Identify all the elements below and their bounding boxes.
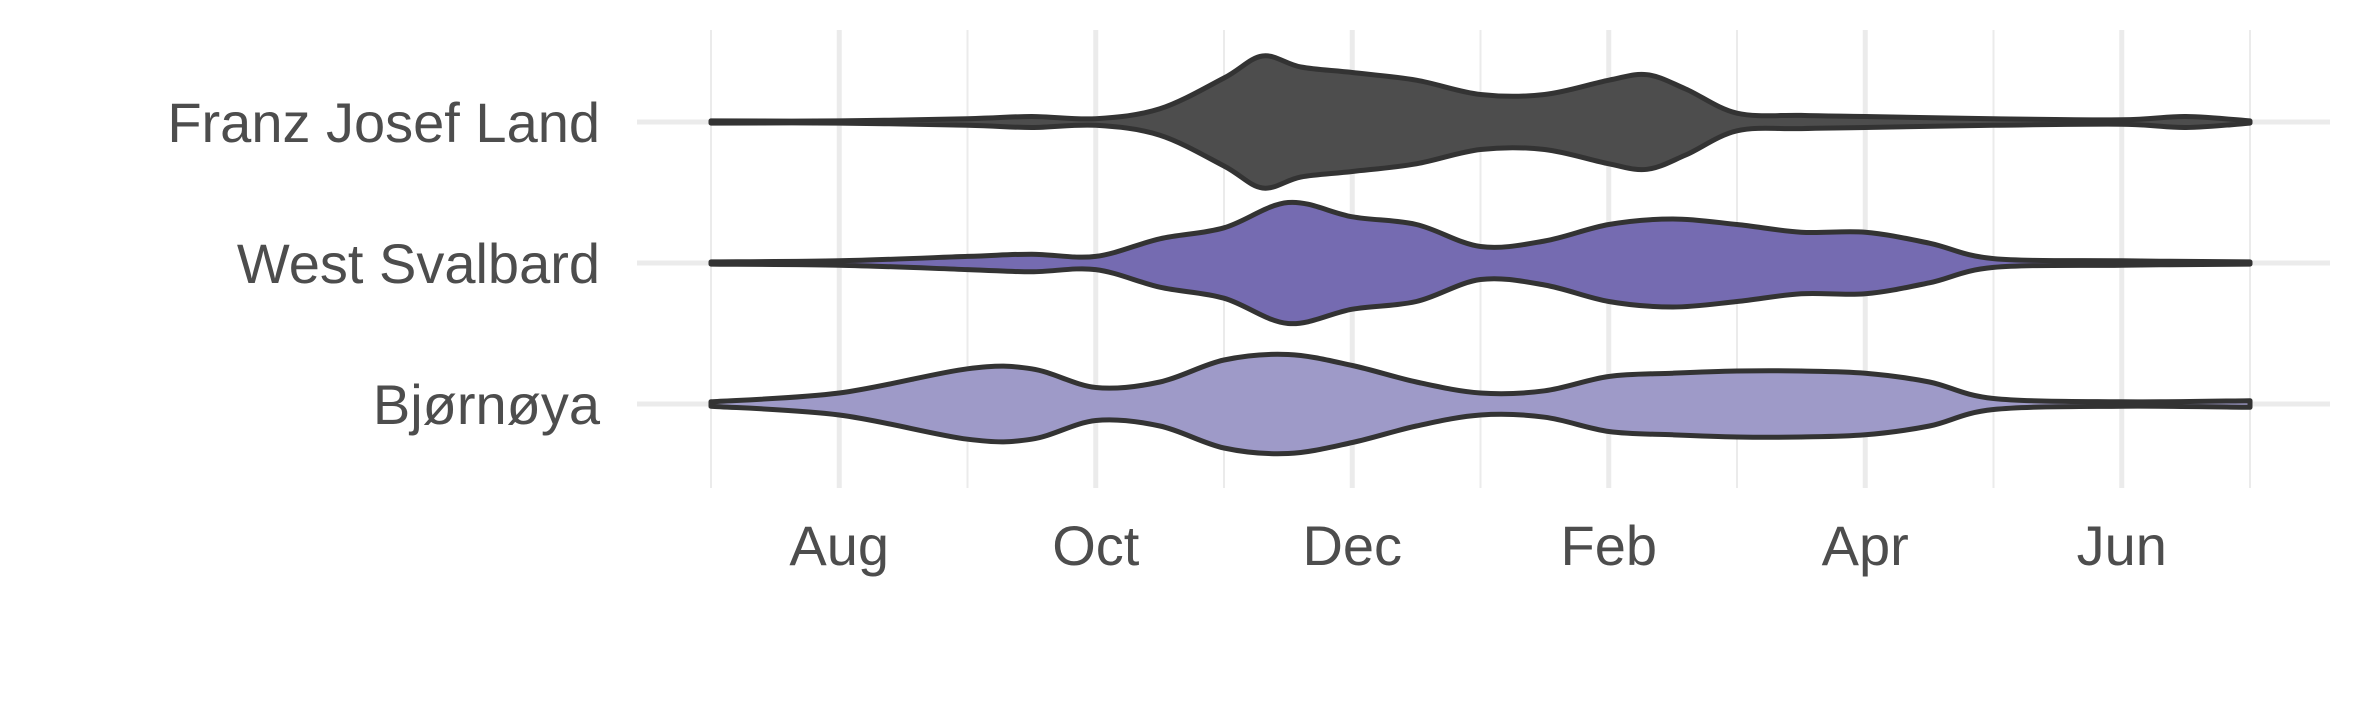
x-tick-label: Oct — [1052, 514, 1140, 577]
x-axis-labels: Aug Oct Dec Feb Apr Jun — [789, 514, 2166, 577]
y-tick-label: Franz Josef Land — [167, 91, 600, 154]
violin-west-svalbard — [708, 199, 2253, 327]
x-tick-label: Feb — [1561, 514, 1658, 577]
y-tick-label: West Svalbard — [237, 232, 600, 295]
y-tick-label: Bjørnøya — [373, 373, 601, 436]
violins — [708, 53, 2253, 457]
violin-franz-josef-land — [708, 53, 2253, 191]
violin-bj-rn-ya — [708, 351, 2253, 457]
x-tick-label: Apr — [1822, 514, 1909, 577]
y-axis-labels: Franz Josef Land West Svalbard Bjørnøya — [167, 91, 601, 436]
x-tick-label: Dec — [1302, 514, 1402, 577]
x-tick-label: Aug — [789, 514, 889, 577]
x-tick-label: Jun — [2077, 514, 2167, 577]
